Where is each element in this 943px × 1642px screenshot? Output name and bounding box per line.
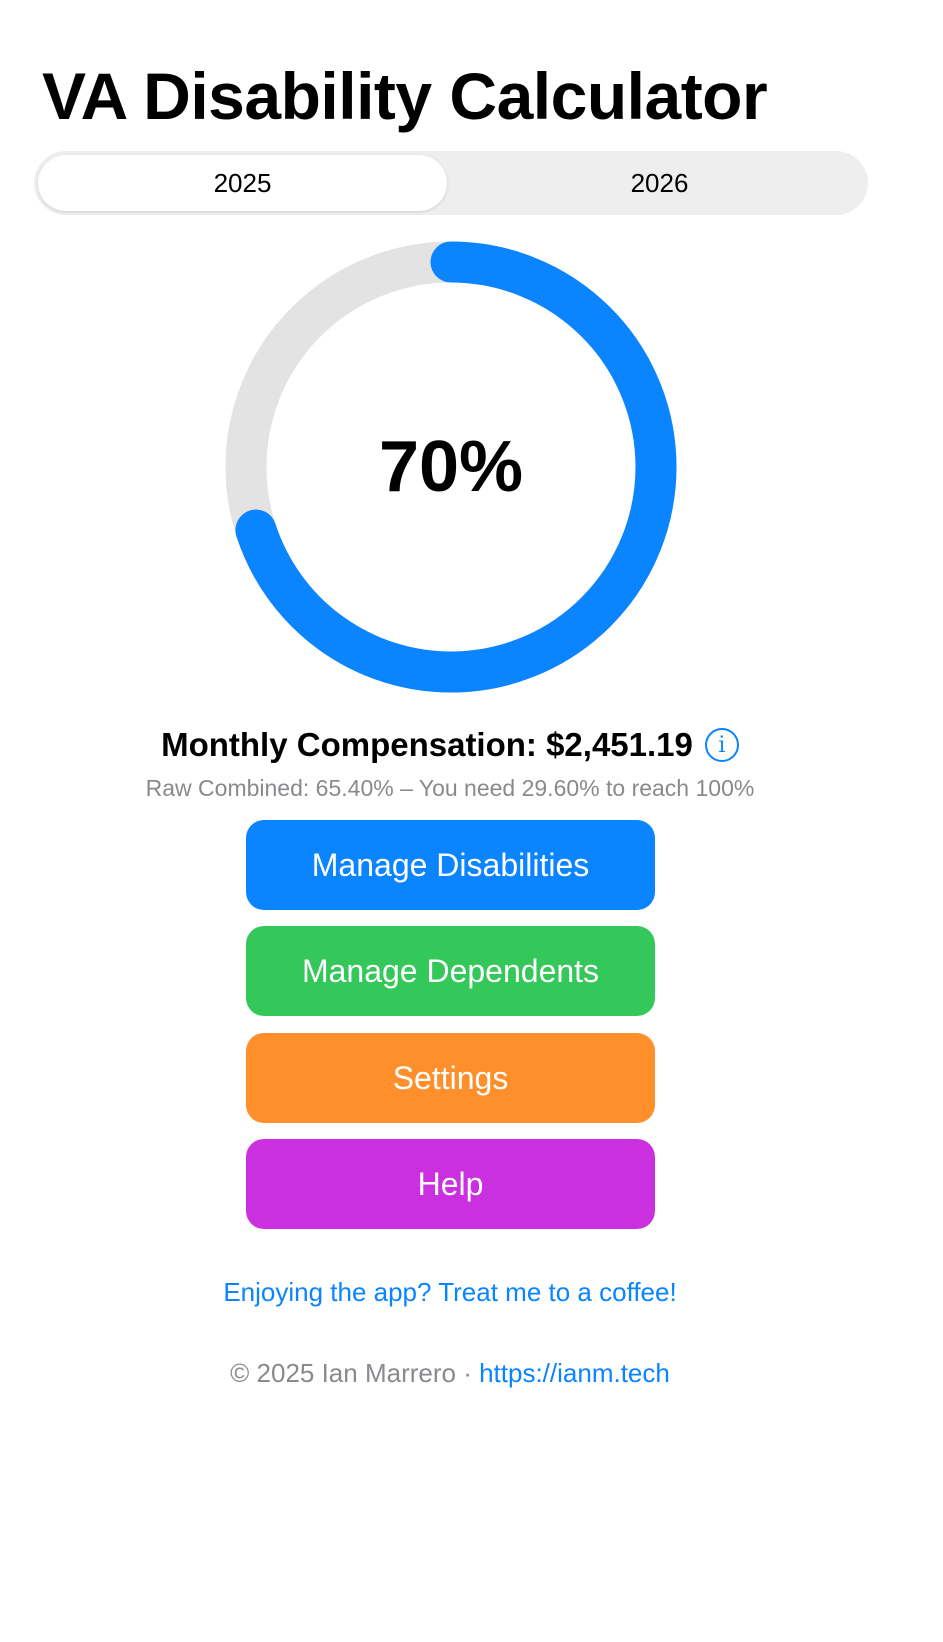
coffee-link[interactable]: Enjoying the app? Treat me to a coffee! xyxy=(223,1277,677,1307)
monthly-compensation-label: Monthly Compensation: $2,451.19 xyxy=(161,726,693,763)
manage-dependents-button[interactable]: Manage Dependents xyxy=(246,926,655,1016)
settings-button[interactable]: Settings xyxy=(246,1033,655,1123)
rating-percentage: 70% xyxy=(378,427,524,507)
copyright-text: © 2025 Ian Marrero · xyxy=(230,1358,480,1388)
footer: © 2025 Ian Marrero · https://ianm.tech xyxy=(0,1358,900,1389)
raw-combined-text: Raw Combined: 65.40% – You need 29.60% t… xyxy=(145,775,755,801)
help-button[interactable]: Help xyxy=(246,1139,655,1229)
info-circle-icon[interactable]: i xyxy=(704,728,739,762)
ring-progress-arc xyxy=(225,241,677,693)
monthly-compensation: Monthly Compensation: $2,451.19 i xyxy=(0,726,900,764)
rating-ring: 70% xyxy=(225,241,677,693)
segment-2025[interactable]: 2025 xyxy=(38,155,447,211)
segment-2026[interactable]: 2026 xyxy=(630,167,689,198)
website-link[interactable]: https://ianm.tech xyxy=(479,1358,670,1388)
year-segmented-control[interactable]: 2025 2026 xyxy=(34,151,868,215)
manage-disabilities-button[interactable]: Manage Disabilities xyxy=(246,820,655,910)
page-title: VA Disability Calculator xyxy=(42,59,768,133)
